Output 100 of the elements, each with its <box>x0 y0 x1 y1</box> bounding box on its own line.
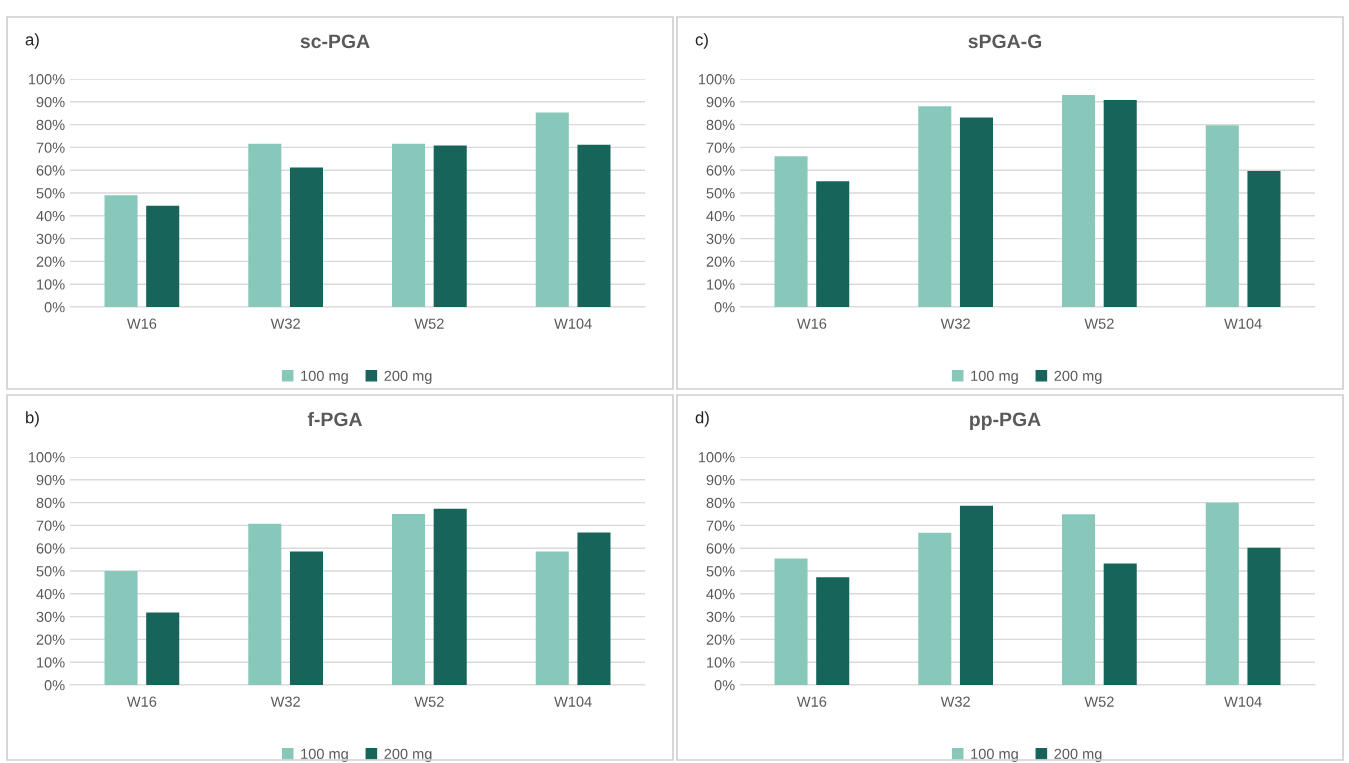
chart-title: sc-PGA <box>300 34 370 49</box>
x-tick-label: W104 <box>554 318 592 329</box>
x-tick-label: W104 <box>554 696 592 707</box>
y-tick-label: 80% <box>36 497 65 509</box>
bar <box>433 508 467 685</box>
bar <box>1247 547 1281 685</box>
legend-label: 100 mg <box>301 370 348 384</box>
x-tick-label: W104 <box>1224 696 1262 707</box>
bar <box>959 117 993 307</box>
bar <box>1205 502 1239 685</box>
text: d) <box>695 411 709 427</box>
x-tick-label: W16 <box>126 318 157 329</box>
y-tick-label: 70% <box>706 142 735 153</box>
y-tick-label: 30% <box>36 233 65 245</box>
legend-label: 100 mg <box>971 748 1018 762</box>
bar <box>146 612 180 685</box>
y-tick-label: 0% <box>44 302 65 313</box>
y-tick-label: 80% <box>36 119 65 131</box>
x-tick-label: W32 <box>940 696 970 707</box>
x-tick-label: W32 <box>270 696 300 707</box>
bar <box>1205 125 1239 307</box>
bar <box>577 532 611 685</box>
bar <box>918 532 952 685</box>
y-tick-label: 100% <box>28 74 65 85</box>
y-tick-label: 70% <box>706 520 735 531</box>
y-tick-label: 90% <box>706 474 735 486</box>
chart-title: sPGA-G <box>968 34 1042 49</box>
y-tick-label: 50% <box>706 566 735 577</box>
bar <box>289 167 323 307</box>
x-tick-label: W52 <box>414 696 444 707</box>
y-tick-label: 40% <box>706 588 735 600</box>
y-tick-label: 30% <box>36 611 65 623</box>
bar <box>104 195 138 307</box>
y-tick-label: 80% <box>706 497 735 509</box>
legend-label: 200 mg <box>384 370 432 384</box>
bar <box>104 571 138 685</box>
y-tick-label: 60% <box>706 165 735 176</box>
y-tick-label: 100% <box>28 452 65 463</box>
bar <box>918 106 952 307</box>
legend-label: 200 mg <box>1054 748 1102 762</box>
bar <box>392 514 426 685</box>
y-tick-label: 90% <box>706 96 735 108</box>
y-tick-label: 0% <box>714 680 735 691</box>
x-tick-label: W104 <box>1224 318 1262 329</box>
y-tick-label: 0% <box>714 302 735 313</box>
bar <box>248 143 282 307</box>
y-tick-label: 10% <box>37 657 65 668</box>
x-tick-label: W32 <box>940 318 970 329</box>
y-tick-label: 0% <box>44 680 65 691</box>
x-tick-label: W52 <box>1084 696 1114 707</box>
y-tick-label: 20% <box>36 634 65 645</box>
x-tick-label: W52 <box>414 318 444 329</box>
x-tick-label: W52 <box>1084 318 1114 329</box>
text: b) <box>26 411 39 427</box>
x-tick-label: W16 <box>796 696 827 707</box>
y-tick-label: 40% <box>706 210 735 222</box>
y-tick-label: 60% <box>36 165 65 176</box>
bar <box>1103 99 1137 307</box>
bar <box>577 144 611 307</box>
y-tick-label: 40% <box>36 588 65 600</box>
bar <box>1062 514 1096 685</box>
y-tick-label: 10% <box>707 279 735 290</box>
y-tick-label: 50% <box>36 566 65 577</box>
bar <box>1247 170 1281 307</box>
y-tick-label: 20% <box>706 256 735 267</box>
legend-label: 200 mg <box>1054 370 1102 384</box>
y-tick-label: 50% <box>706 188 735 199</box>
x-tick-label: W16 <box>796 318 827 329</box>
y-tick-label: 30% <box>706 233 735 245</box>
y-tick-label: 20% <box>36 256 65 267</box>
y-tick-label: 60% <box>706 543 735 554</box>
bar <box>774 558 808 685</box>
y-tick-label: 70% <box>36 520 65 531</box>
bar <box>774 156 808 307</box>
x-tick-label: W32 <box>270 318 300 329</box>
bar <box>392 143 426 307</box>
bar <box>535 551 569 685</box>
bar <box>146 205 180 307</box>
y-tick-label: 10% <box>707 657 735 668</box>
bar <box>248 523 282 685</box>
y-tick-label: 20% <box>706 634 735 645</box>
y-tick-label: 40% <box>36 210 65 222</box>
y-tick-label: 100% <box>698 74 735 85</box>
bar <box>816 577 850 685</box>
chart-title: pp-PGA <box>970 412 1041 431</box>
text: c) <box>695 33 708 49</box>
bar <box>816 181 850 307</box>
y-tick-label: 70% <box>36 142 65 153</box>
y-tick-label: 80% <box>706 119 735 131</box>
bar <box>289 551 323 685</box>
bar <box>535 112 569 307</box>
bar <box>433 145 467 307</box>
y-tick-label: 60% <box>36 543 65 554</box>
y-tick-label: 50% <box>36 188 65 199</box>
y-tick-label: 30% <box>706 611 735 623</box>
legend-label: 100 mg <box>971 370 1018 384</box>
legend-label: 100 mg <box>301 748 348 762</box>
bar <box>959 505 993 685</box>
x-tick-label: W16 <box>126 696 157 707</box>
bar <box>1062 94 1096 307</box>
